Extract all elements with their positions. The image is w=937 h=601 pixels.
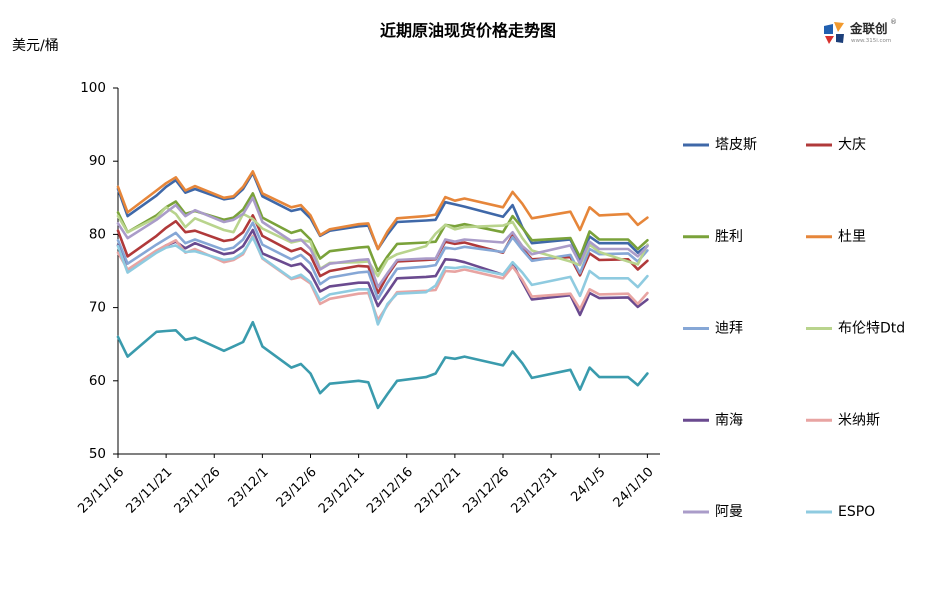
- series-line-6: [116, 206, 649, 278]
- x-tick-label: 23/12/16: [364, 465, 416, 517]
- legend-item: 南海: [683, 412, 743, 428]
- y-tick-label: 60: [89, 373, 106, 389]
- legend-item: 布伦特Dtd: [806, 321, 905, 337]
- x-tick-label: 23/11/21: [124, 465, 176, 517]
- legend-item: 杜里: [806, 229, 866, 245]
- y-tick-label: 80: [89, 226, 106, 242]
- x-tick-label: 23/12/1: [226, 465, 272, 511]
- series-layer: [116, 170, 649, 410]
- x-tick-label: 24/1/5: [568, 465, 608, 505]
- series-line-7: [116, 228, 649, 317]
- legend-label: 阿曼: [715, 504, 743, 520]
- y-axis-unit-label: 美元/桶: [12, 38, 59, 54]
- x-tick-label: 23/11/16: [75, 465, 127, 517]
- legend-item: ESPO: [806, 504, 875, 520]
- x-tick-label: 24/1/10: [611, 465, 657, 511]
- chart-title: 近期原油现货价格走势图: [380, 21, 556, 40]
- legend-item: 胜利: [683, 229, 743, 245]
- legend-item: 大庆: [806, 137, 866, 153]
- legend-item: 阿曼: [683, 504, 743, 520]
- x-tick-label: 23/12/26: [460, 465, 512, 517]
- x-tick-label: 23/11/26: [172, 465, 224, 517]
- legend-label: ESPO: [838, 504, 875, 520]
- series-line-10: [116, 236, 649, 326]
- series-line-9: [116, 196, 649, 289]
- y-tick-label: 100: [80, 80, 106, 96]
- x-tick-label: 23/12/31: [509, 465, 561, 517]
- x-tick-label: 23/12/6: [274, 465, 320, 511]
- legend-item: 米纳斯: [806, 412, 880, 428]
- series-line-2: [116, 214, 649, 295]
- legend-label: 迪拜: [715, 321, 743, 337]
- logo-icon: [824, 22, 844, 44]
- y-tick-label: 90: [89, 153, 106, 169]
- x-tick-label: 23/12/11: [316, 465, 368, 517]
- legend-label: 大庆: [838, 137, 866, 153]
- legend-label: 胜利: [715, 229, 743, 245]
- series-line-11: [116, 320, 649, 410]
- series-line-5: [116, 221, 649, 301]
- legend-label: 杜里: [838, 229, 866, 245]
- legend-label: 米纳斯: [838, 412, 880, 428]
- logo: 金联创 www.315i.com ®: [822, 18, 902, 48]
- logo-url: www.315i.com: [851, 38, 892, 44]
- legend-label: 南海: [715, 412, 743, 428]
- y-tick-label: 70: [89, 300, 106, 316]
- series-line-4: [116, 170, 649, 251]
- legend-label: 布伦特Dtd: [838, 321, 905, 337]
- legend-label: 塔皮斯: [715, 137, 757, 153]
- logo-name: 金联创: [850, 21, 888, 36]
- registered-mark: ®: [890, 18, 897, 26]
- y-tick-label: 50: [89, 446, 106, 462]
- legend-item: 迪拜: [683, 321, 743, 337]
- x-tick-label: 23/12/21: [412, 465, 464, 517]
- legend-item: 塔皮斯: [683, 137, 757, 153]
